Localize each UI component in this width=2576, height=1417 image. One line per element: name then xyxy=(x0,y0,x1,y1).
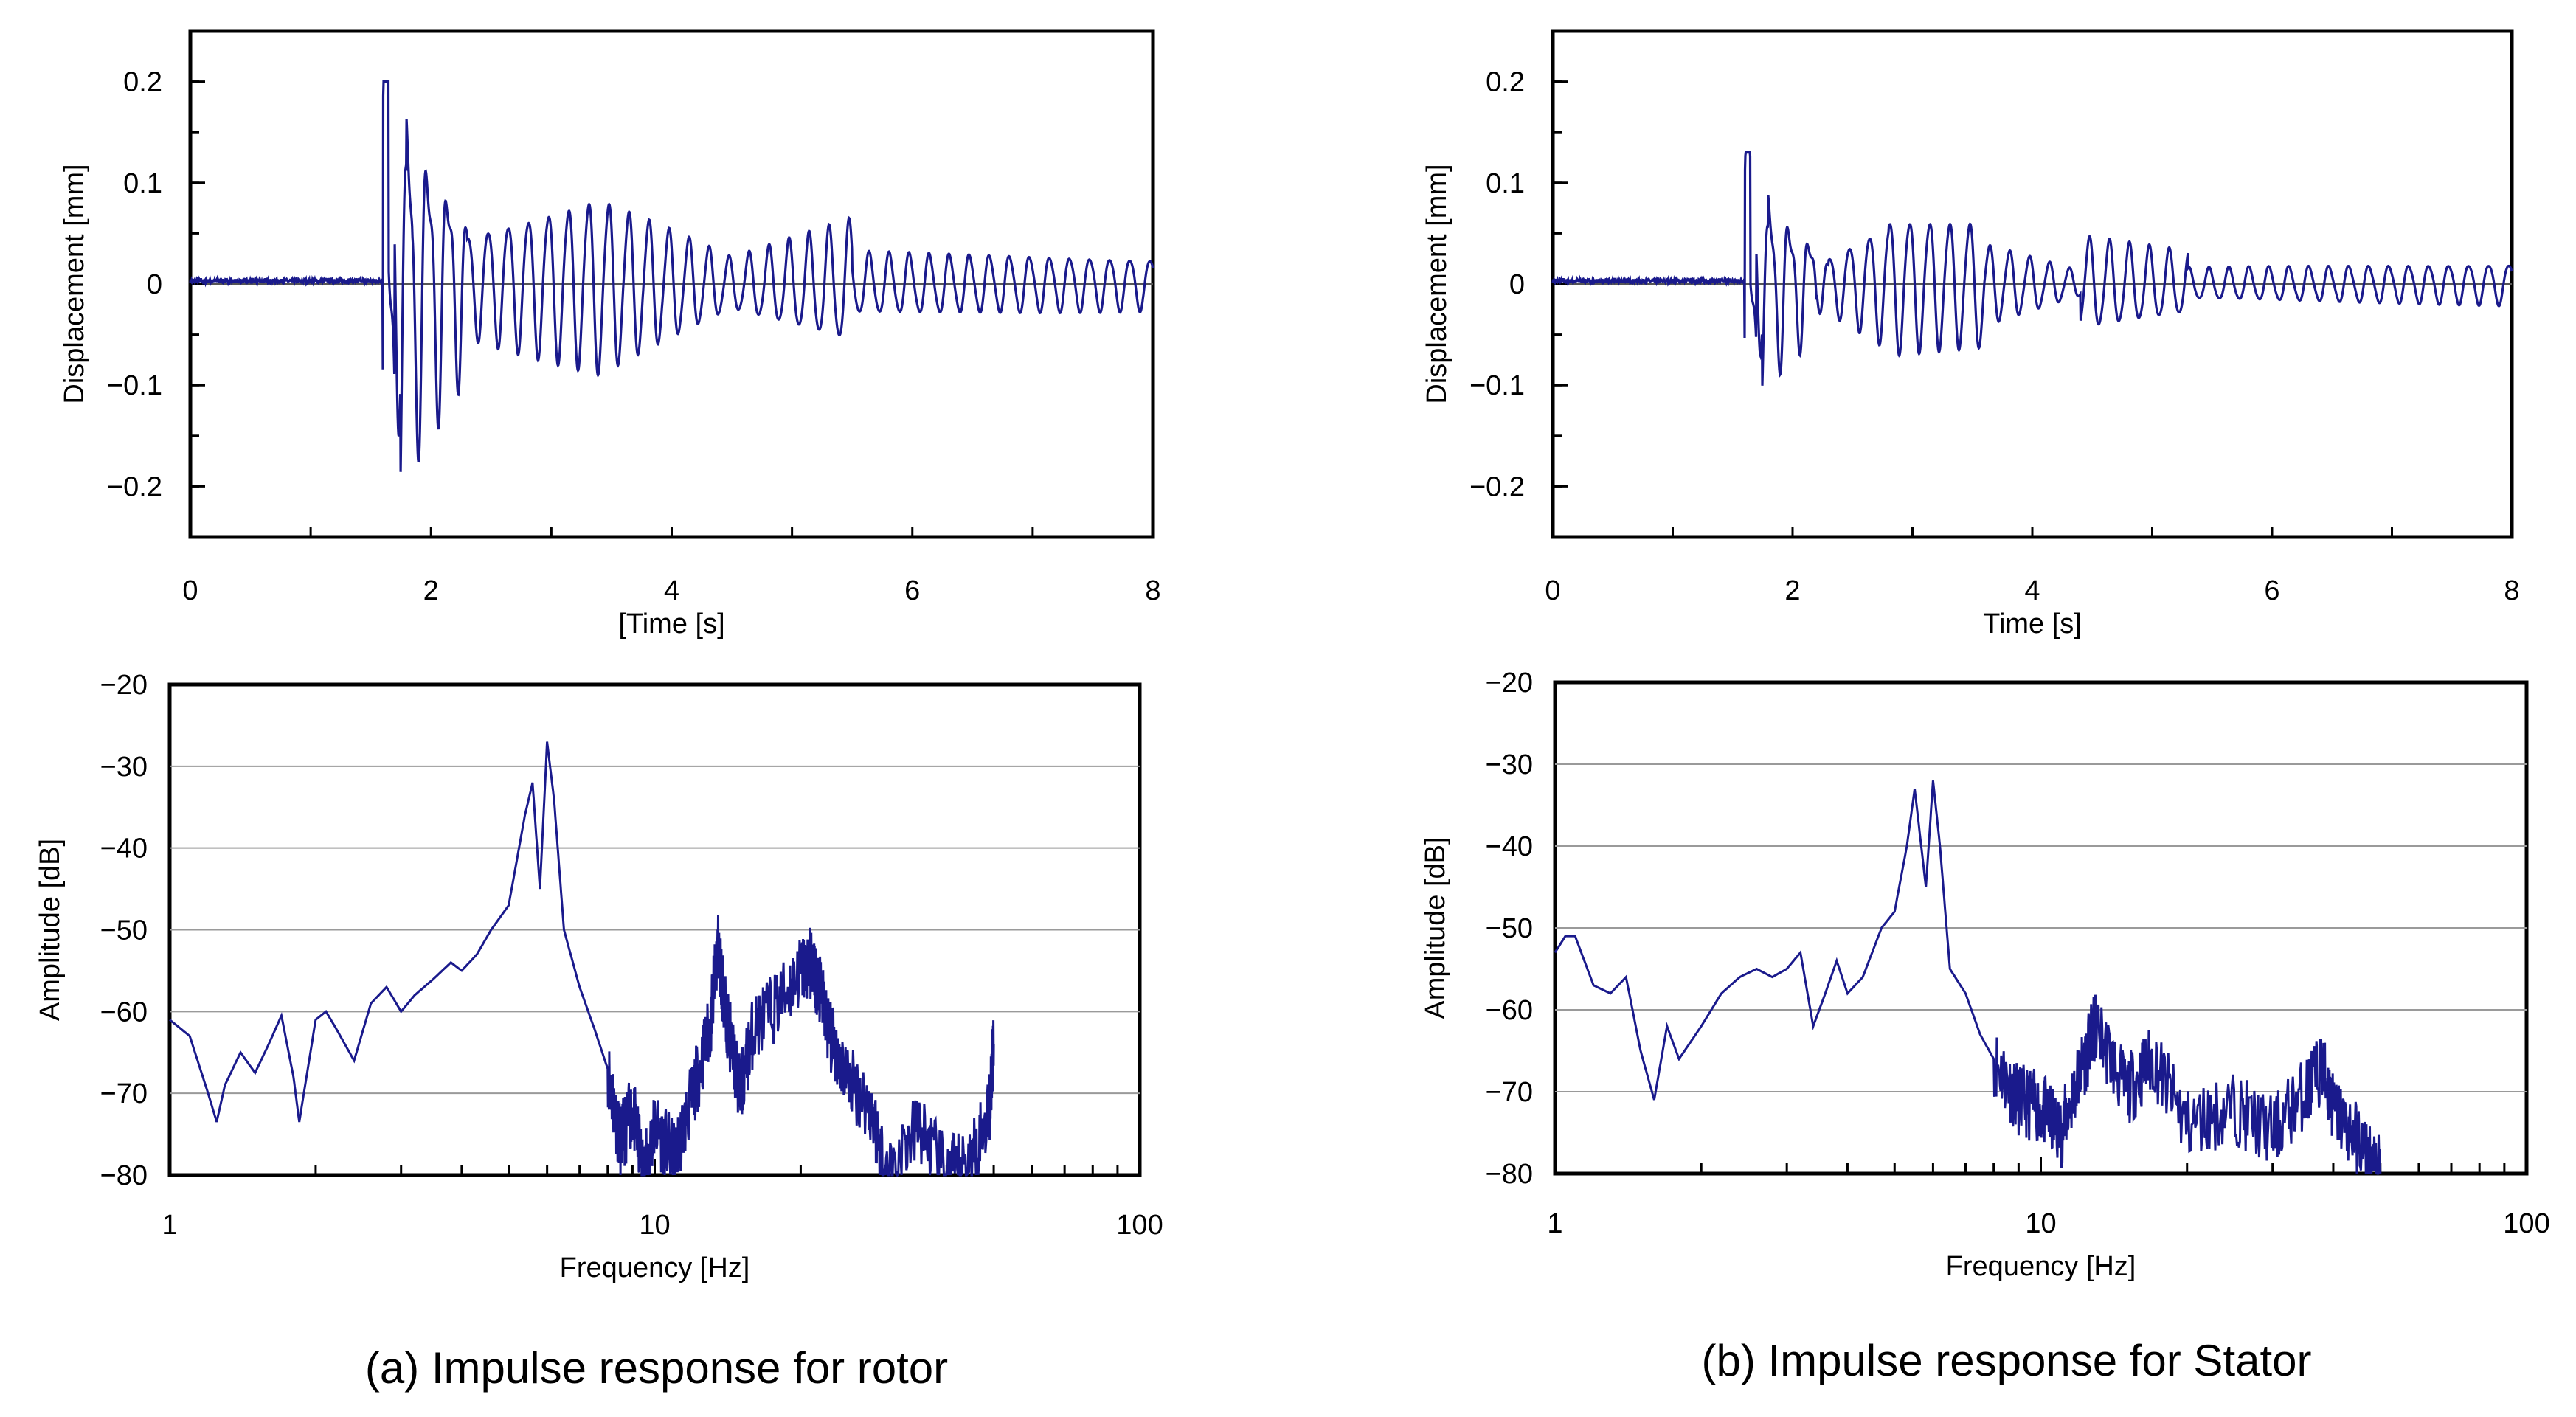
x-tick-label: 4 xyxy=(664,575,679,606)
x-tick-label: 2 xyxy=(423,575,439,606)
caption-a: (a) Impulse response for rotor xyxy=(365,1343,948,1393)
y-tick-label: −0.2 xyxy=(1469,471,1525,502)
caption-b: (b) Impulse response for Stator xyxy=(1701,1336,2311,1385)
x-tick-label: 4 xyxy=(2024,575,2040,606)
y-axis-title: Displacement [mm] xyxy=(59,164,90,403)
chart-rotor-spectrum: −20 −30 −40 −50 −60 −70 −80 1 10 100 Frequency [Hz… xyxy=(35,670,1163,1283)
x-tick-label: 10 xyxy=(639,1210,670,1241)
x-tick-label: 0 xyxy=(1545,575,1560,606)
x-tick-label: 2 xyxy=(1784,575,1800,606)
y-tick-label: 0 xyxy=(147,269,162,300)
x-axis-title: Frequency [Hz] xyxy=(560,1253,750,1283)
trace-line xyxy=(1551,151,2513,386)
y-tick-label: −20 xyxy=(100,670,148,701)
y-tick-label: −40 xyxy=(100,834,148,865)
x-tick-label: 8 xyxy=(2504,575,2519,606)
x-axis-title: Time [s] xyxy=(1983,609,2082,640)
y-tick-label: −60 xyxy=(100,997,148,1028)
x-tick-label: 6 xyxy=(904,575,920,606)
chart-rotor-time: 0.2 0.1 0 −0.1 −0.2 0 2 4 6 8 [Time [s] Displacemen… xyxy=(59,29,1161,640)
x-tick-label: 10 xyxy=(2025,1208,2056,1239)
chart-stator-spectrum: −20 −30 −40 −50 −60 −70 −80 1 10 100 Frequency [Hz… xyxy=(1420,668,2550,1282)
y-tick-label: 0 xyxy=(1509,269,1525,300)
x-tick-label: 0 xyxy=(182,575,198,606)
x-tick-label: 1 xyxy=(1547,1208,1562,1239)
x-tick-label: 100 xyxy=(1116,1210,1163,1241)
x-axis-title: Frequency [Hz] xyxy=(1946,1251,2136,1282)
y-tick-label: −30 xyxy=(100,752,148,783)
y-tick-label: −50 xyxy=(1486,913,1533,944)
x-tick-label: 6 xyxy=(2264,575,2279,606)
chart-stator-time: 0.2 0.1 0 −0.1 −0.2 0 2 4 6 8 Time [s] Displacement… xyxy=(1422,29,2520,640)
y-axis-title: Amplitude [dB] xyxy=(35,839,66,1021)
y-tick-label: −50 xyxy=(100,915,148,946)
y-tick-label: −70 xyxy=(100,1078,148,1109)
x-tick-label: 1 xyxy=(162,1210,177,1241)
y-tick-label: −80 xyxy=(1486,1159,1533,1190)
trace-line xyxy=(1554,780,2382,1175)
y-tick-label: −40 xyxy=(1486,831,1533,862)
y-tick-label: −70 xyxy=(1486,1077,1533,1108)
y-tick-label: −60 xyxy=(1486,995,1533,1026)
y-tick-label: 0.1 xyxy=(123,168,162,199)
y-tick-label: −30 xyxy=(1486,749,1533,780)
y-tick-label: 0.1 xyxy=(1486,168,1525,199)
x-tick-label: 8 xyxy=(1145,575,1160,606)
x-tick-label: 100 xyxy=(2503,1208,2549,1239)
y-tick-label: −0.1 xyxy=(1469,370,1525,401)
x-axis-title: [Time [s] xyxy=(618,609,724,640)
y-axis-title: Displacement [mm] xyxy=(1422,164,1453,403)
y-tick-label: 0.2 xyxy=(123,67,162,98)
y-tick-label: −20 xyxy=(1486,668,1533,699)
y-tick-label: −0.2 xyxy=(107,471,162,502)
trace-line xyxy=(189,80,1154,472)
trace-line xyxy=(169,741,995,1177)
y-tick-label: −80 xyxy=(100,1160,148,1191)
y-axis-title: Amplitude [dB] xyxy=(1420,836,1451,1019)
y-tick-label: 0.2 xyxy=(1486,67,1525,98)
y-tick-label: −0.1 xyxy=(107,370,162,401)
